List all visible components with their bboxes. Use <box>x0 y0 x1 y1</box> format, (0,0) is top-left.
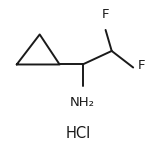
Text: F: F <box>102 8 109 21</box>
Text: F: F <box>138 60 145 73</box>
Text: NH₂: NH₂ <box>70 96 95 109</box>
Text: HCl: HCl <box>65 126 91 141</box>
